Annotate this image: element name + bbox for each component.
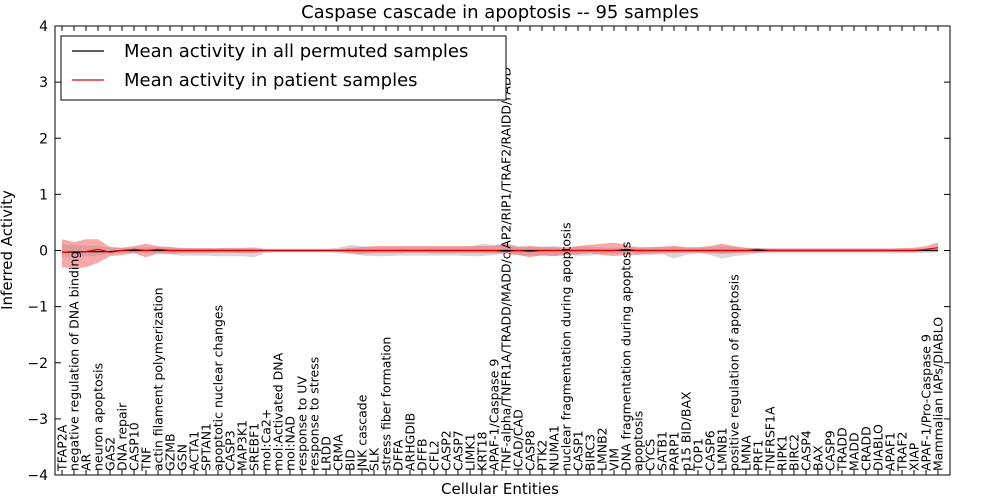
category-label: TRADD: [835, 427, 850, 472]
category-label: TNF-alpha/TNFR1A/TRADD/MADD/cIAP2/RIP1/T…: [499, 67, 514, 472]
category-label: KRT18: [475, 431, 490, 471]
category-label: CFL2: [427, 440, 442, 471]
category-label: DFFA: [391, 439, 406, 471]
category-label: response to stress: [307, 357, 322, 471]
category-label: ACTA1: [187, 431, 202, 471]
category-label: NUMA1: [547, 425, 562, 471]
y-tick-label: 4: [39, 19, 48, 35]
y-tick-label: 1: [39, 187, 48, 203]
chart-title: Caspase cascade in apoptosis -- 95 sampl…: [301, 2, 699, 23]
category-label: Mammalian IAPs/DIABLO: [931, 317, 946, 471]
category-label: SATB1: [655, 431, 670, 471]
category-label: TFAP2A: [55, 424, 70, 472]
category-label: CASP7: [451, 430, 466, 471]
y-axis-label: Inferred Activity: [0, 190, 16, 310]
category-label: DFFB: [415, 438, 430, 471]
category-label: CASP4: [799, 430, 814, 471]
category-label: CRADD: [859, 426, 874, 471]
category-label: DNA repair: [115, 402, 130, 471]
line-patient: [61, 247, 939, 253]
category-label: mol:NAD: [283, 416, 298, 471]
category-label: CASP9: [823, 430, 838, 471]
category-label: AR: [79, 453, 94, 471]
category-label: response to UV: [295, 376, 310, 471]
category-label: DIABLO: [871, 424, 886, 471]
x-ticks: [61, 26, 939, 475]
y-tick-label: −1: [27, 300, 48, 316]
category-label: SREBF1: [247, 423, 262, 471]
category-label: CRMA: [331, 434, 346, 471]
category-label: neuron apoptosis: [91, 363, 106, 471]
category-label: GZMB: [163, 433, 178, 471]
legend-label-patient: Mean activity in patient samples: [124, 70, 418, 91]
category-label: positive regulation of apoptosis: [727, 274, 742, 471]
category-label: DNA fragmentation during apoptosis: [619, 242, 634, 471]
category-label: CASP3: [223, 430, 238, 471]
category-label: mol:Ca2+: [259, 409, 274, 471]
category-label: GAS2: [103, 437, 118, 471]
band-patient: [62, 239, 938, 269]
category-label: VIM: [607, 448, 622, 471]
category-label: MAP3K1: [235, 420, 250, 471]
legend-box: [60, 35, 507, 101]
category-label: CASP1: [571, 430, 586, 471]
category-label: BID: [343, 449, 358, 471]
category-label: BIRC2: [787, 434, 802, 471]
y-tick-label: −3: [27, 412, 48, 428]
y-tick-label: −4: [27, 468, 48, 484]
y-tick-label: 3: [39, 75, 48, 91]
category-label: GSN: [175, 444, 190, 471]
category-label: SLK: [367, 447, 382, 471]
category-label: TRAF2: [895, 431, 910, 472]
category-label: PARP1: [667, 432, 682, 471]
category-label: BAX: [811, 445, 826, 471]
category-label: XIAP: [907, 442, 922, 471]
category-label: LIMK1: [463, 433, 478, 471]
category-label: RIPK1: [775, 435, 790, 471]
category-label: actin filament polymerization: [151, 287, 166, 471]
category-label: SPTAN1: [199, 423, 214, 471]
legend: Mean activity in all permuted samples Me…: [60, 35, 507, 101]
category-label: CASP6: [703, 430, 718, 471]
y-ticks: 4 3 2 1 0 −1 −2 −3 −4: [27, 19, 950, 484]
category-label: PTK2: [535, 440, 550, 471]
category-label: TNFRSF1A: [763, 406, 778, 472]
category-label: apoptosis: [631, 411, 646, 471]
category-label: LMNB1: [715, 427, 730, 471]
category-label: p15 BID/BAX: [679, 391, 694, 471]
category-label: BIRC3: [583, 434, 598, 471]
category-label: stress fiber formation: [379, 337, 394, 471]
category-label: CASP8: [523, 430, 538, 471]
category-label: APAF-1/Caspase 9: [487, 359, 502, 471]
y-tick-label: 2: [39, 131, 48, 147]
category-label: ICAD/CAD: [511, 409, 526, 471]
category-label: CASP10: [127, 422, 142, 471]
category-label: MADD: [847, 432, 862, 471]
category-label: negative regulation of DNA binding: [67, 251, 82, 471]
category-label: CYCS: [643, 439, 658, 471]
category-label: APAF-1/Pro-Caspase 9: [919, 334, 934, 471]
series-lines: [61, 247, 939, 253]
category-label: APAF1: [883, 432, 898, 471]
category-label: TNF: [139, 447, 154, 472]
category-label: LMNB2: [595, 427, 610, 471]
plot-frame: [54, 25, 951, 476]
legend-label-permuted: Mean activity in all permuted samples: [124, 41, 468, 62]
category-label: nuclear fragmentation during apoptosis: [559, 222, 574, 471]
category-label: TOP1: [691, 438, 706, 472]
category-label: LRDD: [319, 436, 334, 471]
category-label: CASP2: [439, 430, 454, 471]
category-label: apoptotic nuclear changes: [211, 305, 226, 471]
category-label: ARHGDIB: [403, 413, 418, 471]
category-label: PRF1: [751, 440, 766, 471]
x-axis-label: Cellular Entities: [441, 480, 559, 498]
y-tick-label: 0: [39, 244, 48, 260]
category-label: mol:Activated DNA: [271, 352, 286, 471]
y-tick-label: −2: [27, 356, 48, 372]
category-label: LMNA: [739, 435, 754, 471]
category-label: JNK cascade: [355, 394, 370, 472]
